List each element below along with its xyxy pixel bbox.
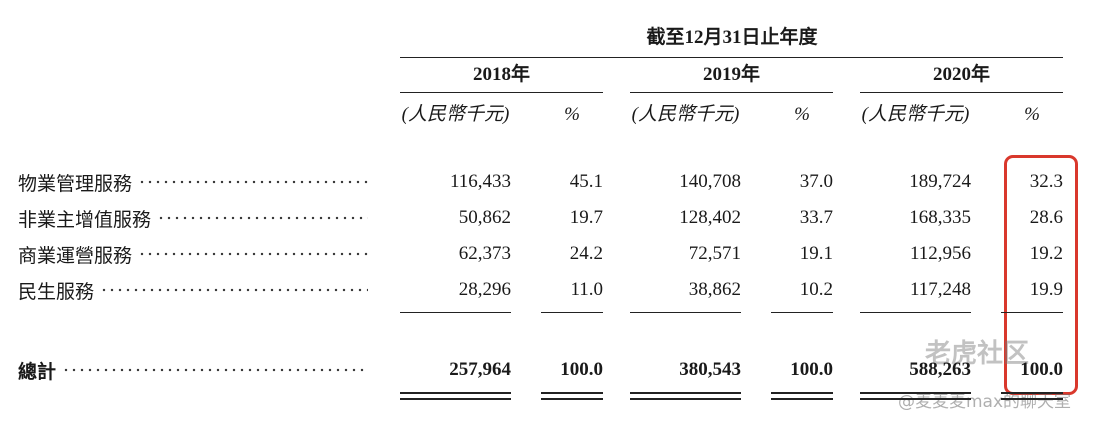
double-rule [771,392,833,394]
value-cell: 588,263 [909,359,971,380]
value-cell: 37.0 [799,171,833,192]
double-rule [1001,392,1063,394]
percent-header: % [1024,104,1040,125]
rule [1001,312,1063,313]
percent-header: % [794,104,810,125]
rule [541,312,603,313]
label-text: 民生服務 [18,281,95,303]
value-cell: 168,335 [909,207,971,228]
double-rule [400,392,511,394]
value-cell: 50,862 [458,207,511,228]
unit-header: (人民幣千元) [631,104,740,125]
value-cell: 38,862 [688,279,741,300]
value-cell: 19.1 [799,243,833,264]
rule [400,312,511,313]
rule [400,57,1063,58]
leader-dots [138,251,368,257]
value-cell: 19.7 [569,207,603,228]
value-cell: 380,543 [679,359,741,380]
double-rule [630,398,741,400]
double-rule [630,392,741,394]
row-label: 商業運營服務 [18,242,368,267]
value-cell: 19.9 [1029,279,1063,300]
rule [860,92,1063,93]
double-rule [771,398,833,400]
unit-header: (人民幣千元) [401,104,510,125]
row-label: 非業主增值服務 [18,206,368,231]
rule [400,92,603,93]
double-rule [860,398,971,400]
watermark-site: 老虎社区 [925,339,1030,369]
value-cell: 100.0 [560,359,603,380]
value-cell: 140,708 [679,171,741,192]
leader-dots [62,367,368,373]
label-text: 非業主增值服務 [18,209,152,231]
leader-dots [138,179,368,185]
rule [860,312,971,313]
rule [630,92,833,93]
value-cell: 62,373 [458,243,511,264]
label-text: 商業運營服務 [18,245,133,267]
value-cell: 116,433 [449,171,511,192]
value-cell: 189,724 [909,171,971,192]
value-cell: 10.2 [799,279,833,300]
year-header: 2020年 [932,64,990,85]
rule [771,312,833,313]
year-header: 2018年 [472,64,530,85]
double-rule [541,398,603,400]
unit-header: (人民幣千元) [861,104,970,125]
value-cell: 72,571 [688,243,741,264]
double-rule [1001,398,1063,400]
leader-dots [100,287,368,293]
value-cell: 28,296 [458,279,511,300]
label-text: 總計 [18,361,57,383]
value-cell: 257,964 [449,359,511,380]
value-cell: 100.0 [1020,359,1063,380]
value-cell: 28.6 [1029,207,1063,228]
value-cell: 11.0 [570,279,603,300]
percent-header: % [564,104,580,125]
value-cell: 32.3 [1029,171,1063,192]
row-label: 民生服務 [18,278,368,303]
year-header: 2019年 [702,64,760,85]
value-cell: 100.0 [790,359,833,380]
double-rule [860,392,971,394]
value-cell: 24.2 [569,243,603,264]
value-cell: 117,248 [909,279,971,300]
label-text: 物業管理服務 [18,173,133,195]
period-title: 截至12月31日止年度 [646,27,818,48]
value-cell: 112,956 [909,243,971,264]
watermark-author: @麦麦麦max的聊天室 [898,392,1072,412]
value-cell: 45.1 [569,171,603,192]
value-cell: 128,402 [679,207,741,228]
double-rule [541,392,603,394]
value-cell: 19.2 [1029,243,1063,264]
leader-dots [157,215,368,221]
value-cell: 33.7 [799,207,833,228]
rule [630,312,741,313]
row-label: 物業管理服務 [18,170,368,195]
double-rule [400,398,511,400]
row-label: 總計 [18,358,368,383]
